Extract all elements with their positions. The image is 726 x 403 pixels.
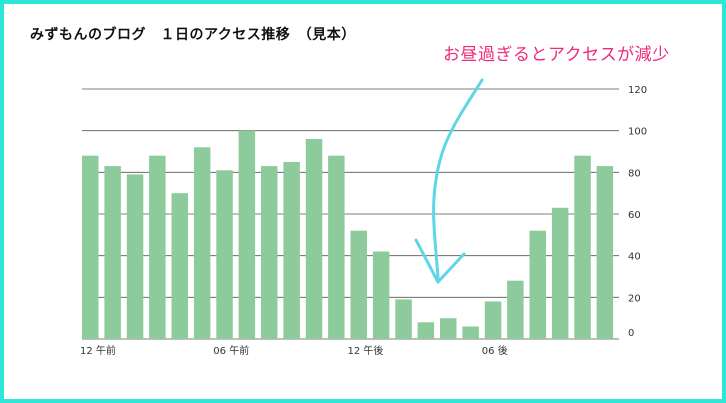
- bar: [440, 318, 457, 339]
- bar: [171, 193, 188, 339]
- bar: [395, 299, 412, 339]
- bar: [149, 155, 166, 339]
- y-tick-label: 100: [628, 127, 647, 138]
- bar: [216, 170, 233, 340]
- bar: [82, 155, 99, 339]
- bar: [193, 147, 211, 339]
- y-tick-label: 120: [628, 85, 647, 96]
- arrow-head: [414, 238, 466, 284]
- y-tick-label: 60: [628, 210, 641, 221]
- x-tick-label: 06 後: [482, 344, 508, 357]
- bar: [529, 230, 546, 339]
- bar: [328, 155, 345, 339]
- y-tick-label: 80: [628, 168, 641, 179]
- bar: [350, 230, 367, 339]
- bar: [283, 161, 300, 339]
- x-tick-label: 12 午前: [80, 344, 116, 357]
- annotation-text: お昼過ぎるとアクセスが減少: [443, 45, 670, 65]
- x-tick-label: 06 午前: [213, 344, 249, 357]
- bar: [551, 207, 569, 340]
- arrow-shaft: [432, 78, 484, 280]
- x-tick-label: 12 午後: [348, 344, 384, 357]
- bar: [372, 251, 390, 339]
- bar: [484, 301, 502, 339]
- y-tick-label: 40: [628, 252, 641, 263]
- bar: [574, 155, 591, 339]
- bar: [462, 326, 479, 339]
- bar: [126, 174, 144, 339]
- bar: [305, 139, 323, 339]
- bar: [104, 166, 121, 339]
- y-tick-label: 20: [628, 293, 641, 304]
- y-tick-label: 0: [628, 328, 634, 339]
- bar: [507, 280, 524, 339]
- bar: [417, 322, 435, 339]
- bar: [238, 130, 256, 339]
- chart-title: みずもんのブログ １日のアクセス推移 （見本）: [30, 27, 356, 43]
- bar: [596, 166, 614, 339]
- annotation-arrow: [414, 78, 484, 284]
- bar: [261, 166, 278, 339]
